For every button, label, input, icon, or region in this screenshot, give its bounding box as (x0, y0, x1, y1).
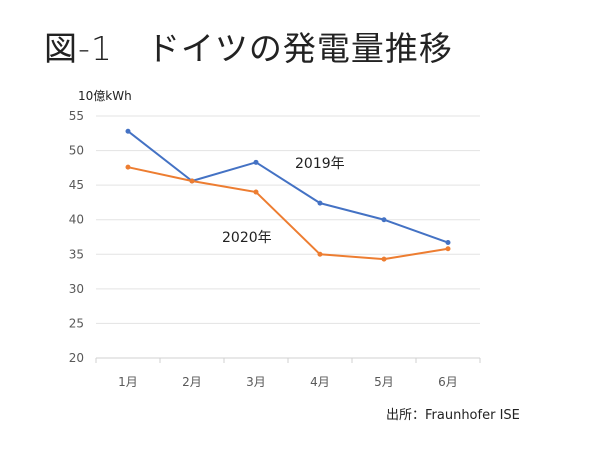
data-point (189, 178, 195, 184)
y-tick-label: 35 (69, 247, 84, 261)
source-note: 出所：Fraunhofer ISE (386, 408, 520, 423)
y-tick-label: 50 (69, 144, 84, 158)
y-tick-label: 40 (69, 213, 84, 227)
data-point (381, 217, 387, 223)
series-line-2019年 (127, 130, 449, 244)
y-axis-unit-label: 10億kWh (78, 89, 132, 103)
data-point (445, 240, 451, 246)
data-point (253, 189, 259, 195)
data-point (317, 251, 323, 257)
y-tick-label: 55 (69, 109, 84, 123)
x-tick-label: 6月 (438, 375, 458, 389)
data-point (381, 256, 387, 262)
data-point (317, 200, 323, 206)
y-tick-label: 20 (69, 351, 84, 365)
data-point (125, 164, 131, 170)
data-point (253, 159, 259, 165)
x-tick-label: 1月 (118, 375, 138, 389)
series-label-2020: 2020年 (222, 230, 272, 246)
series-line-2020年 (127, 166, 449, 261)
data-point (445, 246, 451, 252)
x-tick-label: 3月 (246, 375, 266, 389)
y-tick-label: 45 (69, 178, 84, 192)
x-tick-label: 2月 (182, 375, 202, 389)
y-tick-label: 30 (69, 282, 84, 296)
data-point (125, 128, 131, 134)
x-tick-label: 5月 (374, 375, 394, 389)
series-label-2019: 2019年 (295, 156, 345, 172)
y-tick-label: 25 (69, 316, 84, 330)
x-tick-label: 4月 (310, 375, 330, 389)
chart-title: 図-1 ドイツの発電量推移 (44, 29, 453, 68)
